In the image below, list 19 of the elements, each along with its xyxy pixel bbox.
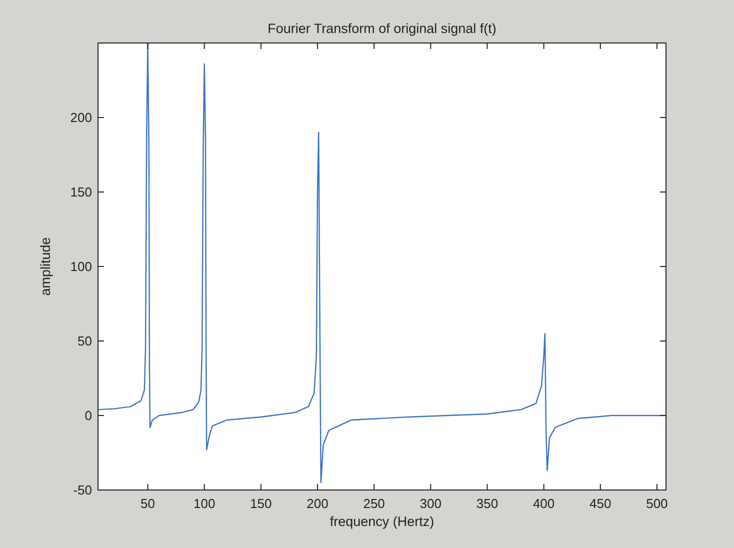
x-tick-label: 450: [590, 496, 612, 511]
y-tick-label: 50: [78, 334, 92, 348]
x-tick-label: 150: [250, 496, 272, 511]
y-tick-label: 0: [84, 408, 92, 423]
x-tick-label: 350: [476, 496, 498, 511]
y-tick-label: 150: [70, 184, 92, 200]
y-axis-title: amplitude: [38, 237, 53, 296]
x-tick-label: 300: [420, 496, 442, 511]
x-tick-label: 100: [194, 496, 216, 511]
x-tick-label: 500: [646, 496, 668, 511]
x-tick-label: 250: [363, 496, 385, 511]
x-tick-label: 50: [140, 496, 156, 511]
x-axis-title: frequency (Hertz): [330, 514, 434, 529]
y-tick-label: -50: [73, 482, 92, 498]
x-tick-label: 200: [306, 496, 328, 511]
y-tick-label: 100: [70, 259, 92, 274]
chart-title: Fourier Transform of original signal f(t): [268, 21, 496, 36]
x-tick-label: 400: [532, 496, 555, 511]
y-tick-label: 200: [70, 110, 92, 125]
